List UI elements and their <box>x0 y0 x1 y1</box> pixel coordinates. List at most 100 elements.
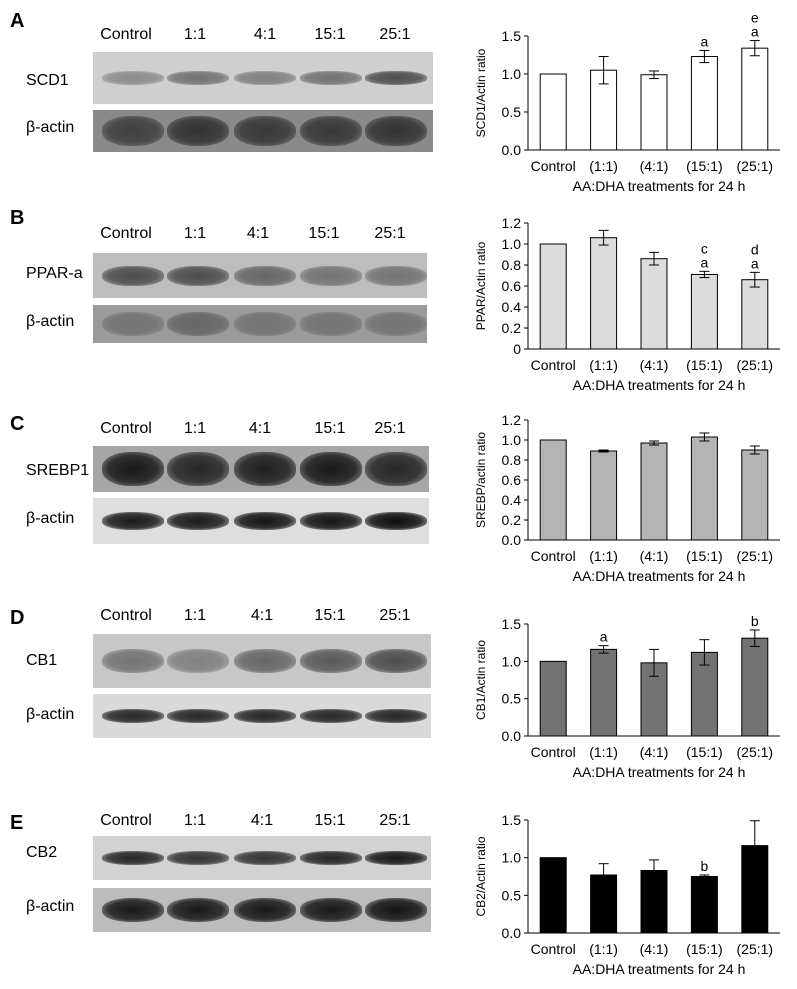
blot-band <box>300 312 362 336</box>
category-label: (25:1) <box>737 357 774 373</box>
x-axis-label: AA:DHA treatments for 24 h <box>573 377 746 393</box>
blot-band <box>365 452 427 486</box>
y-tick-label: 0.8 <box>502 257 522 273</box>
blot-band <box>167 312 229 336</box>
y-axis-label: PPAR/Actin ratio <box>474 241 488 330</box>
category-label: Control <box>531 744 576 760</box>
significance-label: d <box>751 241 759 257</box>
lane-label-15-1: 15:1 <box>314 26 346 43</box>
blot-band <box>102 898 164 922</box>
blot-band <box>365 71 427 85</box>
lane-label-4-1: 4:1 <box>250 812 274 829</box>
blot-band <box>300 512 362 530</box>
bar <box>741 279 769 350</box>
blot-band <box>234 709 296 723</box>
panel-letter: A <box>10 10 25 32</box>
y-tick-label: 0.5 <box>502 887 522 903</box>
bar-chart: 0 0.2 0.4 0.6 0.8 1.0 1.2 PPAR/Actin ratio Contr… <box>474 215 780 393</box>
y-tick-label: 0.2 <box>502 512 522 528</box>
bar <box>690 56 718 151</box>
actin-label: β-actin <box>26 119 75 136</box>
y-tick-label: 1.2 <box>502 412 522 428</box>
category-label: (25:1) <box>737 941 774 957</box>
category-label: (4:1) <box>640 941 669 957</box>
blot-band <box>365 851 427 865</box>
blot-band <box>167 709 229 723</box>
lane-label-1-1: 1:1 <box>183 812 207 829</box>
category-label: Control <box>531 357 576 373</box>
y-tick-label: 0.4 <box>502 299 522 315</box>
blot-band <box>300 898 362 922</box>
protein-blot <box>93 836 431 880</box>
significance-label: a <box>751 24 759 40</box>
bar <box>640 258 668 350</box>
blot-band <box>102 116 164 146</box>
x-axis-label: AA:DHA treatments for 24 h <box>573 178 746 194</box>
category-label: Control <box>531 548 576 564</box>
blot-band <box>102 452 164 486</box>
blot-band <box>234 452 296 486</box>
category-label: (4:1) <box>640 158 669 174</box>
lane-label-15-1: 15:1 <box>314 420 346 437</box>
blot-band <box>300 709 362 723</box>
actin-blot <box>93 305 427 343</box>
y-tick-label: 0.4 <box>502 492 522 508</box>
lane-label-4-1: 4:1 <box>253 26 277 43</box>
lane-label-4-1: 4:1 <box>248 420 272 437</box>
blot-band <box>234 649 296 673</box>
lane-labels: Control 1:1 4:1 15:1 25:1 <box>90 26 440 46</box>
lane-label-control: Control <box>100 607 152 624</box>
category-label: Control <box>531 158 576 174</box>
blot-band <box>300 452 362 486</box>
y-tick-label: 1.5 <box>502 812 522 828</box>
y-tick-label: 1.5 <box>502 28 522 44</box>
bar <box>690 436 718 541</box>
y-tick-label: 0.0 <box>502 728 522 744</box>
lane-label-4-1: 4:1 <box>246 225 270 242</box>
bar <box>590 648 618 737</box>
category-label: (25:1) <box>737 744 774 760</box>
significance-label: a <box>600 629 608 645</box>
y-tick-label: 0.0 <box>502 532 522 548</box>
bar <box>690 651 718 737</box>
category-label: (1:1) <box>589 158 618 174</box>
category-label: (1:1) <box>589 941 618 957</box>
blot-band <box>300 649 362 673</box>
panel-e: E Control 1:1 4:1 15:1 25:1 CB2 β-actin … <box>0 780 797 989</box>
y-tick-label: 0.5 <box>502 104 522 120</box>
category-label: (15:1) <box>686 158 723 174</box>
y-axis-label: SREBP/actin ratio <box>474 432 488 528</box>
y-tick-label: 1.0 <box>502 653 522 669</box>
panel-c: C Control 1:1 4:1 15:1 25:1 SREBP1 β-act… <box>0 380 797 584</box>
blot-band <box>102 265 164 286</box>
lane-label-control: Control <box>100 420 152 437</box>
bar <box>539 660 567 737</box>
blot-band <box>102 851 164 865</box>
actin-blot <box>93 498 429 544</box>
lane-label-15-1: 15:1 <box>308 225 340 242</box>
actin-blot <box>93 110 433 152</box>
lane-labels: Control 1:1 4:1 15:1 25:1 <box>90 420 440 440</box>
category-label: (25:1) <box>737 158 774 174</box>
bar <box>690 273 718 350</box>
category-label: (1:1) <box>589 744 618 760</box>
blot-band <box>102 649 164 673</box>
y-tick-label: 0 <box>513 341 521 357</box>
y-tick-label: 0.0 <box>502 142 522 158</box>
y-tick-label: 0.0 <box>502 925 522 941</box>
bar <box>590 874 618 934</box>
blot-band <box>365 312 427 336</box>
bar-chart: 0.0 0.2 0.4 0.6 0.8 1.0 1.2 SREBP/actin ratio Co… <box>474 412 780 584</box>
y-tick-label: 0.5 <box>502 691 522 707</box>
y-axis-label: CB2/Actin ratio <box>474 836 488 916</box>
lane-label-1-1: 1:1 <box>183 26 207 43</box>
lane-labels: Control 1:1 4:1 15:1 25:1 <box>90 225 440 245</box>
significance-label: a <box>701 33 709 49</box>
bar <box>741 637 769 737</box>
protein-label: CB2 <box>26 844 58 861</box>
bar <box>539 73 567 151</box>
blot-band <box>234 512 296 530</box>
panel-letter: E <box>10 812 24 834</box>
blot-band <box>365 512 427 530</box>
bar-chart: 0.0 0.5 1.0 1.5 SCD1/Actin ratio Control (1:1)… <box>474 10 780 194</box>
